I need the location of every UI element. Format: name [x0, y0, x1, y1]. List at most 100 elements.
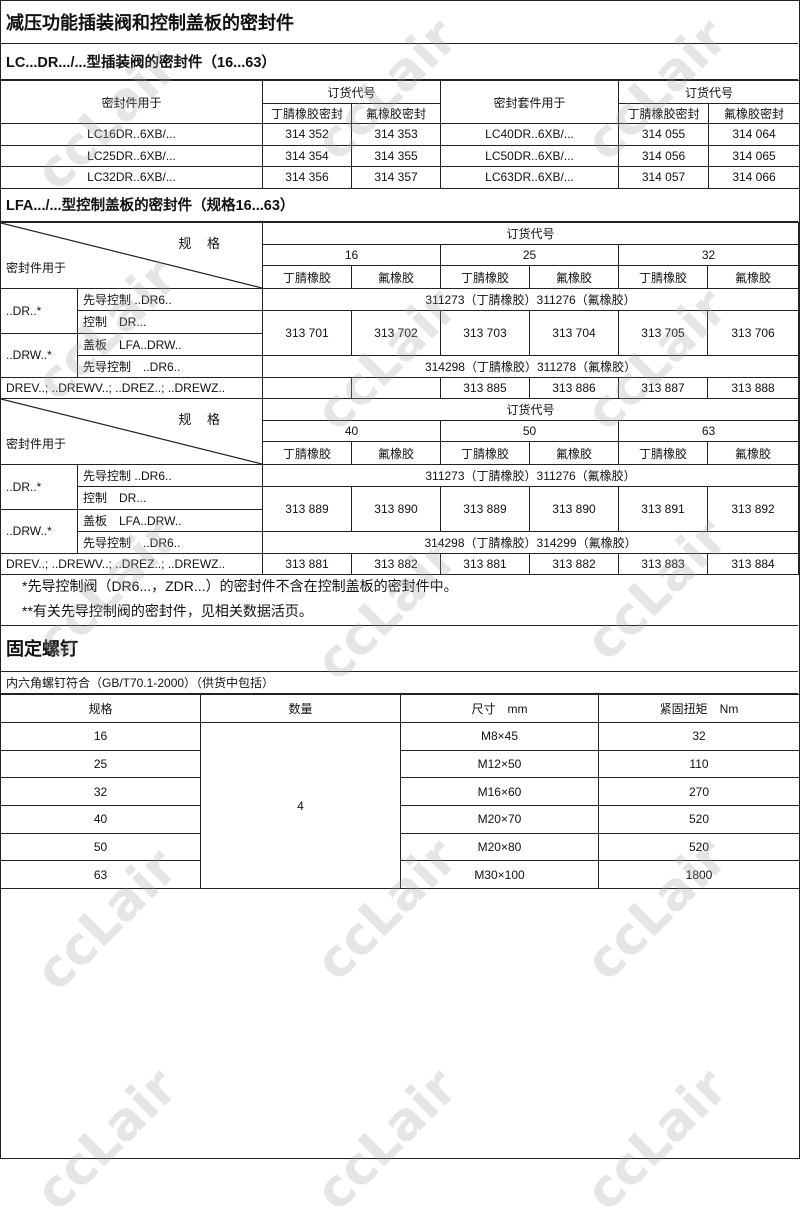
- cover-code: 313 701: [262, 310, 352, 356]
- drev-code: 313 881: [440, 553, 530, 575]
- header-material: 氟橡胶: [351, 265, 441, 289]
- drev-code: 313 887: [618, 377, 708, 399]
- size-cell: 25: [0, 749, 201, 779]
- footnotes: *先导控制阀（DR6...，ZDR...）的密封件不含在控制盖板的密封件中。 *…: [0, 574, 798, 626]
- table-cell: 314 066: [708, 166, 800, 189]
- group-dr: ..DR..*: [0, 288, 78, 334]
- header-nbr: 丁腈橡胶密封: [262, 103, 352, 124]
- section3-subtitle: 内六角螺钉符合（GB/T70.1-2000）（供货中包括）: [0, 672, 798, 694]
- header-material: 氟橡胶: [706, 265, 800, 289]
- table-row: LC32DR..6XB/... 314 356 314 357 LC63DR..6XB…: [0, 166, 800, 189]
- table-cell: 314 057: [618, 166, 710, 189]
- table-cell: LC50DR..6XB/...: [440, 144, 620, 167]
- size-cell: 63: [0, 860, 201, 890]
- drev-code: 313 882: [351, 553, 441, 575]
- pilot-codes: 314298（丁腈橡胶）311278（氟橡胶）: [261, 355, 800, 378]
- column-header: 规格: [0, 694, 201, 723]
- table-cell: LC63DR..6XB/...: [440, 166, 620, 189]
- drev-code: 313 881: [262, 553, 352, 575]
- table-cell: 314 355: [350, 144, 442, 167]
- group-drw: ..DRW..*: [0, 508, 78, 554]
- size-label: 规 格: [178, 236, 226, 251]
- header-order-code: 订货代号: [261, 398, 800, 421]
- table-row: 规 格密封件用于 订货代号: [0, 398, 800, 465]
- group-dr: ..DR..*: [0, 464, 78, 510]
- diagonal-line: [1, 223, 262, 288]
- column-header: 紧固扭矩 Nm: [598, 694, 800, 723]
- cover-code: 313 890: [351, 486, 441, 532]
- table-cell: LC32DR..6XB/...: [0, 166, 263, 189]
- header-seal-for: 密封件用于: [0, 80, 263, 124]
- diagonal-line: [1, 399, 262, 464]
- section3-title: 固定螺钉: [0, 625, 798, 672]
- table-cell: 314 352: [262, 123, 352, 146]
- footnote-1: *先导控制阀（DR6...，ZDR...）的密封件不含在控制盖板的密封件中。: [22, 578, 458, 594]
- pilot-control: 先导控制 ..DR6..: [77, 531, 263, 554]
- table-cell: 314 065: [708, 144, 800, 167]
- control-label: 控制 DR...: [77, 310, 263, 334]
- dimension-cell: M12×50: [400, 749, 599, 779]
- column-header: 数量: [200, 694, 401, 723]
- table-row: 规 格密封件用于 订货代号: [0, 222, 800, 289]
- pilot-control: 先导控制 ..DR6..: [77, 288, 263, 311]
- cover-label: 盖板 LFA..DRW..: [77, 508, 263, 532]
- dimension-cell: M20×80: [400, 832, 599, 862]
- torque-cell: 1800: [598, 860, 800, 890]
- header-kit-for: 密封套件用于: [440, 80, 620, 124]
- drev-code: 313 886: [529, 377, 619, 399]
- pilot-codes: 314298（丁腈橡胶）314299（氟橡胶）: [261, 531, 800, 554]
- cover-code: 313 890: [529, 486, 619, 532]
- header-fkm: 氟橡胶密封: [350, 103, 442, 124]
- header-material: 氟橡胶: [529, 441, 619, 465]
- size-cell: 40: [0, 805, 201, 834]
- cartridge-seal-table: 密封件用于 订货代号 密封套件用于 订货代号 丁腈橡胶密封 氟橡胶密封 丁腈橡胶密封 氟橡胶密…: [0, 80, 800, 189]
- table-row: LC16DR..6XB/... 314 352 314 353 LC40DR..6XB…: [0, 123, 800, 146]
- size-cell: 50: [0, 832, 201, 862]
- size-cell: 32: [0, 777, 201, 807]
- drev-label: DREV..; ..DREWV..; ..DREZ..; ..DREWZ..: [0, 553, 263, 575]
- cover-code: 313 706: [706, 310, 800, 356]
- section2-title: LFA.../...型控制盖板的密封件（规格16...63）: [0, 188, 798, 222]
- table-row: 先导控制 ..DR6.. 314298（丁腈橡胶）314299（氟橡胶）: [1, 531, 800, 554]
- table-row: 密封件用于 订货代号 密封套件用于 订货代号: [0, 80, 800, 124]
- cover-code: 313 889: [262, 486, 352, 532]
- header-size: 40: [262, 420, 441, 442]
- cover-code: 313 891: [618, 486, 708, 532]
- pilot-control: 先导控制 ..DR6..: [77, 355, 263, 378]
- table-row: DREV..; ..DREWV..; ..DREZ..; ..DREWZ.. 31…: [0, 553, 800, 575]
- cover-code: 313 702: [351, 310, 441, 356]
- header-material: 氟橡胶: [351, 441, 441, 465]
- footnote-2: **有关先导控制阀的密封件，见相关数据活页。: [22, 603, 313, 619]
- header-material: 丁腈橡胶: [440, 441, 530, 465]
- cover-seal-table-16-32: 规 格密封件用于 订货代号 16 25 32 丁腈橡胶 氟橡胶 丁腈橡胶 氟橡胶 丁腈橡胶 氟橡胶.…: [0, 222, 800, 399]
- torque-cell: 270: [598, 777, 800, 807]
- table-row: ..DR..* 先导控制 ..DR6.. 311273（丁腈橡胶）311276（氟橡…: [0, 464, 800, 510]
- table-row: DREV..; ..DREWV..; ..DREZ..; ..DREWZ.. 31…: [0, 377, 800, 399]
- cover-code: 313 703: [440, 310, 530, 356]
- diagonal-header: 规 格密封件用于: [0, 398, 263, 465]
- quantity-cell: 4: [200, 721, 401, 890]
- seal-for-label: 密封件用于: [6, 261, 67, 275]
- drev-code: 313 882: [529, 553, 619, 575]
- section1-title: LC...DR.../...型插装阀的密封件（16...63）: [0, 44, 798, 80]
- dimension-cell: M8×45: [400, 722, 599, 751]
- header-material: 丁腈橡胶: [440, 265, 530, 289]
- drev-label: DREV..; ..DREWV..; ..DREZ..; ..DREWZ..: [0, 377, 263, 399]
- header-material: 氟橡胶: [529, 265, 619, 289]
- dimension-cell: M30×100: [400, 860, 599, 890]
- table-cell: LC25DR..6XB/...: [0, 144, 263, 167]
- table-row: ..DRW..* 盖板 LFA..DRW..: [0, 332, 799, 378]
- header-order-code: 订货代号: [618, 80, 800, 104]
- table-cell: 314 356: [262, 166, 352, 189]
- cover-code: 313 889: [440, 486, 530, 532]
- drev-code: 313 883: [618, 553, 708, 575]
- table-row: 丁腈橡胶 氟橡胶 丁腈橡胶 氟橡胶 丁腈橡胶 氟橡胶: [1, 265, 800, 289]
- pilot-codes: 311273（丁腈橡胶）311276（氟橡胶）: [261, 464, 800, 487]
- table-row: LC25DR..6XB/... 314 354 314 355 LC50DR..6XB…: [0, 144, 800, 167]
- drev-code: 313 884: [706, 553, 800, 575]
- table-row: 40 M20×70 520: [0, 805, 800, 834]
- header-size: 63: [617, 420, 800, 442]
- table-cell: 314 357: [350, 166, 442, 189]
- control-label: 控制 DR...: [77, 486, 263, 510]
- pilot-control: 先导控制 ..DR6..: [77, 464, 263, 487]
